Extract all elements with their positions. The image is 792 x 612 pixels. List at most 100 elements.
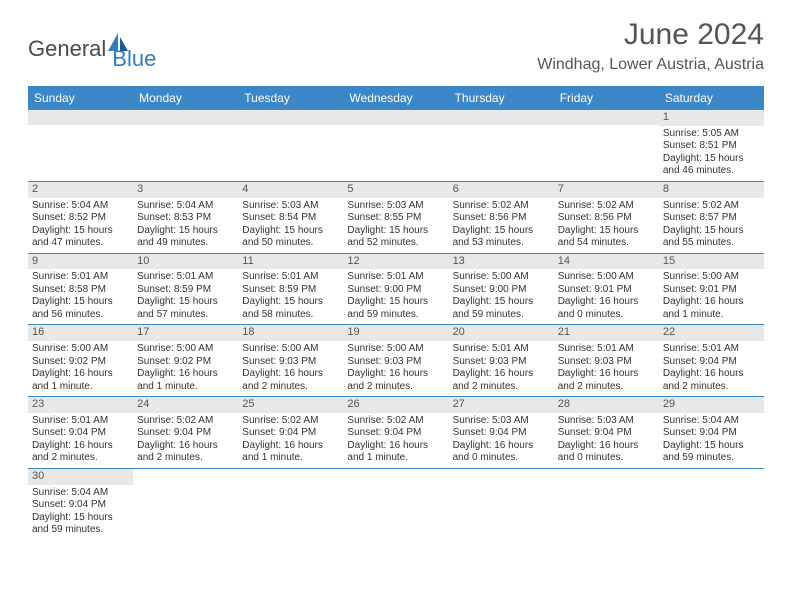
day-cell: 6Sunrise: 5:02 AMSunset: 8:56 PMDaylight… bbox=[449, 182, 554, 253]
sunset-text: Sunset: 8:54 PM bbox=[242, 212, 339, 225]
daylight-text: Daylight: 16 hours and 1 minute. bbox=[137, 368, 234, 393]
daylight-text: Daylight: 16 hours and 2 minutes. bbox=[453, 368, 550, 393]
day-number: 18 bbox=[238, 325, 343, 341]
sunrise-text: Sunrise: 5:01 AM bbox=[32, 415, 129, 428]
day-cell bbox=[343, 110, 448, 181]
day-cell: 22Sunrise: 5:01 AMSunset: 9:04 PMDayligh… bbox=[659, 325, 764, 396]
sunset-text: Sunset: 9:02 PM bbox=[137, 356, 234, 369]
sunrise-text: Sunrise: 5:01 AM bbox=[558, 343, 655, 356]
sunrise-text: Sunrise: 5:03 AM bbox=[347, 200, 444, 213]
week-row: 1Sunrise: 5:05 AMSunset: 8:51 PMDaylight… bbox=[28, 110, 764, 182]
empty-day-number bbox=[449, 110, 554, 125]
daylight-text: Daylight: 15 hours and 59 minutes. bbox=[347, 296, 444, 321]
sunrise-text: Sunrise: 5:02 AM bbox=[347, 415, 444, 428]
title-block: June 2024 Windhag, Lower Austria, Austri… bbox=[537, 18, 764, 74]
day-cell: 26Sunrise: 5:02 AMSunset: 9:04 PMDayligh… bbox=[343, 397, 448, 468]
weekday-header: Tuesday bbox=[238, 86, 343, 110]
day-cell: 10Sunrise: 5:01 AMSunset: 8:59 PMDayligh… bbox=[133, 254, 238, 325]
daylight-text: Daylight: 15 hours and 54 minutes. bbox=[558, 225, 655, 250]
day-cell: 5Sunrise: 5:03 AMSunset: 8:55 PMDaylight… bbox=[343, 182, 448, 253]
daylight-text: Daylight: 16 hours and 0 minutes. bbox=[558, 440, 655, 465]
day-cell: 9Sunrise: 5:01 AMSunset: 8:58 PMDaylight… bbox=[28, 254, 133, 325]
sunset-text: Sunset: 9:03 PM bbox=[453, 356, 550, 369]
day-cell: 3Sunrise: 5:04 AMSunset: 8:53 PMDaylight… bbox=[133, 182, 238, 253]
logo-text-blue: Blue bbox=[112, 46, 156, 72]
sunrise-text: Sunrise: 5:00 AM bbox=[558, 271, 655, 284]
daylight-text: Daylight: 16 hours and 2 minutes. bbox=[32, 440, 129, 465]
daylight-text: Daylight: 15 hours and 53 minutes. bbox=[453, 225, 550, 250]
sunset-text: Sunset: 9:04 PM bbox=[558, 427, 655, 440]
day-cell: 1Sunrise: 5:05 AMSunset: 8:51 PMDaylight… bbox=[659, 110, 764, 181]
day-cell: 8Sunrise: 5:02 AMSunset: 8:57 PMDaylight… bbox=[659, 182, 764, 253]
sunrise-text: Sunrise: 5:01 AM bbox=[137, 271, 234, 284]
sunrise-text: Sunrise: 5:02 AM bbox=[558, 200, 655, 213]
day-number: 15 bbox=[659, 254, 764, 270]
day-cell: 11Sunrise: 5:01 AMSunset: 8:59 PMDayligh… bbox=[238, 254, 343, 325]
sunrise-text: Sunrise: 5:03 AM bbox=[558, 415, 655, 428]
daylight-text: Daylight: 16 hours and 2 minutes. bbox=[347, 368, 444, 393]
sunset-text: Sunset: 9:04 PM bbox=[347, 427, 444, 440]
day-cell: 2Sunrise: 5:04 AMSunset: 8:52 PMDaylight… bbox=[28, 182, 133, 253]
day-cell bbox=[133, 110, 238, 181]
logo-text-general: General bbox=[28, 36, 106, 62]
daylight-text: Daylight: 16 hours and 2 minutes. bbox=[558, 368, 655, 393]
day-number: 14 bbox=[554, 254, 659, 270]
sunrise-text: Sunrise: 5:00 AM bbox=[347, 343, 444, 356]
day-cell: 30Sunrise: 5:04 AMSunset: 9:04 PMDayligh… bbox=[28, 469, 133, 540]
daylight-text: Daylight: 15 hours and 46 minutes. bbox=[663, 153, 760, 178]
day-cell bbox=[238, 469, 343, 540]
day-cell: 20Sunrise: 5:01 AMSunset: 9:03 PMDayligh… bbox=[449, 325, 554, 396]
daylight-text: Daylight: 16 hours and 2 minutes. bbox=[242, 368, 339, 393]
sunrise-text: Sunrise: 5:04 AM bbox=[663, 415, 760, 428]
sunset-text: Sunset: 8:57 PM bbox=[663, 212, 760, 225]
day-number: 9 bbox=[28, 254, 133, 270]
day-number: 20 bbox=[449, 325, 554, 341]
day-cell: 17Sunrise: 5:00 AMSunset: 9:02 PMDayligh… bbox=[133, 325, 238, 396]
sunrise-text: Sunrise: 5:02 AM bbox=[242, 415, 339, 428]
daylight-text: Daylight: 15 hours and 56 minutes. bbox=[32, 296, 129, 321]
day-number: 1 bbox=[659, 110, 764, 126]
sunrise-text: Sunrise: 5:02 AM bbox=[137, 415, 234, 428]
empty-day-number bbox=[28, 110, 133, 125]
day-cell bbox=[238, 110, 343, 181]
sunrise-text: Sunrise: 5:00 AM bbox=[32, 343, 129, 356]
header: General Blue June 2024 Windhag, Lower Au… bbox=[0, 0, 792, 80]
day-number: 11 bbox=[238, 254, 343, 270]
weekday-header: Monday bbox=[133, 86, 238, 110]
sunrise-text: Sunrise: 5:01 AM bbox=[663, 343, 760, 356]
empty-day-number bbox=[133, 110, 238, 125]
weekday-header: Friday bbox=[554, 86, 659, 110]
sunset-text: Sunset: 9:00 PM bbox=[347, 284, 444, 297]
day-cell bbox=[554, 469, 659, 540]
day-cell: 24Sunrise: 5:02 AMSunset: 9:04 PMDayligh… bbox=[133, 397, 238, 468]
sunset-text: Sunset: 9:03 PM bbox=[347, 356, 444, 369]
weekday-header-row: Sunday Monday Tuesday Wednesday Thursday… bbox=[28, 86, 764, 110]
daylight-text: Daylight: 15 hours and 52 minutes. bbox=[347, 225, 444, 250]
month-title: June 2024 bbox=[537, 18, 764, 52]
daylight-text: Daylight: 16 hours and 0 minutes. bbox=[558, 296, 655, 321]
day-number: 22 bbox=[659, 325, 764, 341]
sunset-text: Sunset: 8:55 PM bbox=[347, 212, 444, 225]
daylight-text: Daylight: 15 hours and 47 minutes. bbox=[32, 225, 129, 250]
daylight-text: Daylight: 16 hours and 2 minutes. bbox=[663, 368, 760, 393]
sunset-text: Sunset: 9:04 PM bbox=[32, 427, 129, 440]
weekday-header: Wednesday bbox=[343, 86, 448, 110]
weekday-header: Sunday bbox=[28, 86, 133, 110]
day-cell bbox=[343, 469, 448, 540]
weekday-header: Thursday bbox=[449, 86, 554, 110]
week-row: 30Sunrise: 5:04 AMSunset: 9:04 PMDayligh… bbox=[28, 469, 764, 540]
day-cell: 29Sunrise: 5:04 AMSunset: 9:04 PMDayligh… bbox=[659, 397, 764, 468]
sunset-text: Sunset: 9:04 PM bbox=[32, 499, 129, 512]
daylight-text: Daylight: 15 hours and 59 minutes. bbox=[663, 440, 760, 465]
day-cell: 18Sunrise: 5:00 AMSunset: 9:03 PMDayligh… bbox=[238, 325, 343, 396]
sunrise-text: Sunrise: 5:00 AM bbox=[453, 271, 550, 284]
sunrise-text: Sunrise: 5:00 AM bbox=[137, 343, 234, 356]
day-number: 28 bbox=[554, 397, 659, 413]
day-number: 2 bbox=[28, 182, 133, 198]
daylight-text: Daylight: 16 hours and 2 minutes. bbox=[137, 440, 234, 465]
daylight-text: Daylight: 15 hours and 50 minutes. bbox=[242, 225, 339, 250]
day-number: 10 bbox=[133, 254, 238, 270]
day-number: 12 bbox=[343, 254, 448, 270]
sunrise-text: Sunrise: 5:03 AM bbox=[242, 200, 339, 213]
day-number: 8 bbox=[659, 182, 764, 198]
